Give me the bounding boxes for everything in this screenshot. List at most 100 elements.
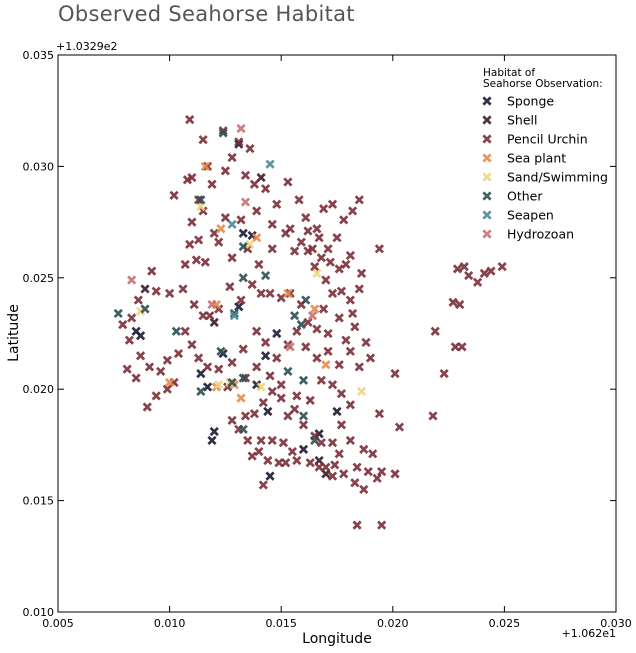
data-point (169, 190, 179, 200)
data-point (194, 235, 204, 245)
data-point (310, 435, 320, 446)
data-point (245, 143, 255, 154)
data-point (227, 219, 237, 229)
data-point (374, 244, 385, 254)
data-point (124, 335, 135, 345)
data-point (238, 273, 248, 283)
data-point (323, 346, 333, 356)
data-point (319, 204, 329, 214)
data-point (314, 462, 324, 472)
data-point (236, 123, 246, 134)
data-point (135, 351, 146, 361)
data-point (312, 324, 322, 334)
data-point (240, 170, 251, 180)
data-point (225, 282, 235, 292)
data-point (327, 199, 338, 209)
y-offset-label: +1.0329e2 (56, 40, 117, 53)
data-point (323, 244, 333, 254)
legend-marker (482, 210, 492, 220)
data-point (307, 244, 318, 254)
x-offset-label: +1.062e1 (562, 627, 616, 640)
data-point (301, 295, 311, 305)
points-layer (113, 115, 507, 530)
data-point (356, 386, 367, 397)
data-point (202, 161, 213, 171)
data-point (278, 438, 289, 448)
data-point (316, 375, 326, 385)
legend-marker (482, 134, 492, 144)
data-point (325, 257, 335, 267)
data-point (314, 429, 324, 439)
data-point (180, 326, 190, 336)
data-point (345, 435, 355, 446)
data-point (194, 195, 204, 205)
data-point (359, 444, 369, 454)
data-point (252, 206, 262, 216)
data-point (336, 286, 347, 296)
data-point (298, 420, 309, 430)
data-point (185, 115, 195, 125)
data-point (144, 362, 155, 372)
data-point (267, 219, 277, 229)
data-point (202, 382, 213, 392)
data-point (171, 326, 181, 336)
data-point (296, 237, 306, 247)
data-point (305, 395, 315, 405)
data-point (298, 444, 309, 454)
data-point (479, 268, 489, 278)
data-point (486, 266, 496, 276)
y-tick-label: 0.025 (23, 272, 55, 285)
data-point (256, 288, 266, 298)
data-point (352, 520, 362, 530)
data-point (127, 313, 137, 323)
legend-marker (482, 96, 492, 106)
legend-marker (482, 115, 492, 125)
data-point (198, 311, 208, 321)
data-point (238, 228, 248, 238)
data-point (238, 344, 248, 354)
data-point (312, 224, 322, 234)
data-point (332, 233, 342, 243)
data-point (341, 259, 351, 270)
data-point (207, 179, 217, 189)
data-point (165, 377, 175, 388)
data-point (252, 326, 262, 336)
data-point (200, 257, 210, 267)
data-point (113, 308, 123, 319)
data-point (428, 411, 438, 421)
data-point (276, 393, 286, 403)
data-point (336, 420, 347, 430)
data-point (321, 360, 331, 370)
data-point (267, 386, 277, 397)
data-point (220, 213, 230, 223)
data-point (187, 217, 197, 227)
data-point (345, 250, 355, 261)
data-point (162, 384, 172, 394)
data-point (196, 369, 206, 379)
data-point (227, 357, 237, 368)
data-point (332, 406, 342, 417)
data-point (307, 311, 318, 321)
data-point (191, 255, 201, 265)
data-point (334, 360, 344, 370)
data-point (196, 201, 206, 212)
data-point (227, 415, 237, 425)
data-point (185, 239, 195, 249)
data-point (238, 242, 248, 252)
data-point (394, 422, 405, 432)
data-point (350, 478, 360, 488)
data-point (156, 366, 166, 376)
data-point (236, 215, 246, 225)
data-point (348, 308, 358, 319)
data-point (252, 380, 262, 390)
data-point (323, 328, 333, 339)
data-point (321, 469, 331, 479)
data-point (187, 172, 197, 183)
data-point (363, 467, 373, 477)
data-point (252, 362, 262, 372)
data-point (216, 224, 226, 234)
data-point (345, 346, 355, 356)
x-tick-label: 0.020 (377, 617, 409, 630)
data-point (245, 239, 255, 249)
data-point (247, 279, 257, 290)
